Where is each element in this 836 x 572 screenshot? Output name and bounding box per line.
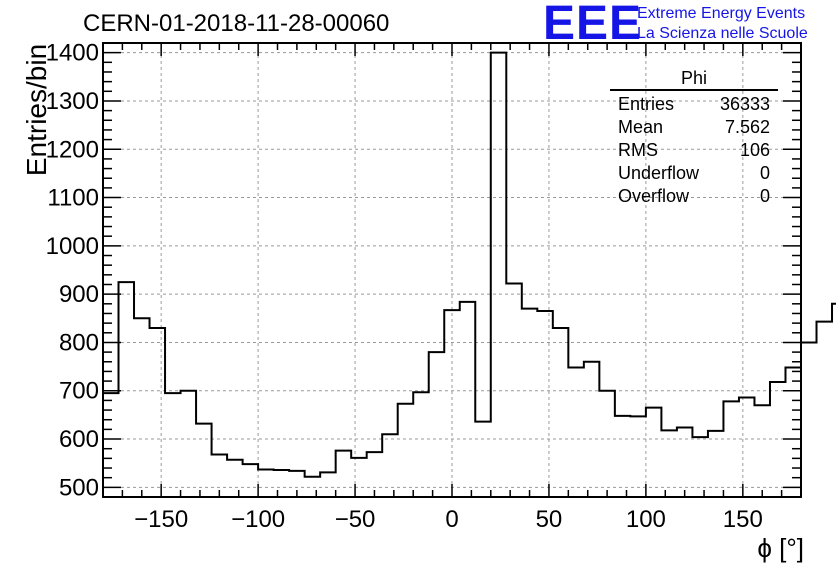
logo-line-1: Extreme Energy Events <box>637 5 806 22</box>
stats-value: 0 <box>759 163 770 183</box>
stats-row-mean: Mean 7.562 <box>610 116 778 139</box>
stats-row-overflow: Overflow 0 <box>610 185 778 208</box>
stats-label: Mean <box>618 117 664 137</box>
grid-lines <box>103 43 801 497</box>
stats-title: Phi <box>680 68 707 88</box>
y-axis-label: Entries/bin <box>21 43 52 177</box>
y-tick-label: 1300 <box>46 88 99 115</box>
x-tick-label: 50 <box>536 506 563 533</box>
stats-divider <box>610 89 778 91</box>
axes <box>102 42 802 498</box>
stats-value: 0 <box>759 186 770 206</box>
y-tick-label: 1100 <box>47 185 99 212</box>
x-tick-label: −150 <box>134 506 188 533</box>
histogram-series <box>102 51 836 497</box>
x-tick-label: 0 <box>445 506 458 533</box>
eee-logo: EEE <box>543 0 643 50</box>
x-tick-label: 150 <box>723 506 763 533</box>
x-tick-labels: −150 −100 −50 0 50 100 150 <box>134 506 763 533</box>
stats-label: RMS <box>618 140 658 160</box>
stats-label: Underflow <box>618 163 700 183</box>
stats-row-entries: Entries 36333 <box>610 93 778 116</box>
stats-label: Overflow <box>618 186 690 206</box>
y-tick-label: 600 <box>59 426 99 453</box>
y-tick-label: 1400 <box>46 40 99 67</box>
x-tick-label: 100 <box>626 506 666 533</box>
stats-box: Phi Entries 36333 Mean 7.562 RMS 106 Und… <box>610 68 778 208</box>
chart-title: CERN-01-2018-11-28-00060 <box>83 10 390 37</box>
x-tick-label: −50 <box>335 506 376 533</box>
y-tick-label: 1200 <box>46 136 99 163</box>
y-tick-label: 500 <box>59 474 99 501</box>
stats-value: 106 <box>739 140 770 160</box>
y-tick-label: 700 <box>59 378 99 405</box>
stats-row-rms: RMS 106 <box>610 139 778 162</box>
y-tick-label: 800 <box>59 329 99 356</box>
stats-value: 7.562 <box>724 117 770 137</box>
x-axis-label: ϕ [°] <box>757 533 804 563</box>
x-tick-label: −100 <box>231 506 285 533</box>
stats-label: Entries <box>618 94 675 114</box>
y-tick-label: 900 <box>59 281 99 308</box>
stats-value: 36333 <box>719 94 770 114</box>
stats-row-underflow: Underflow 0 <box>610 162 778 185</box>
y-tick-labels: 500 600 700 800 900 1000 1100 1200 1300 1400 <box>46 40 99 502</box>
logo-line-2: La Scienza nelle Scuole <box>637 25 808 42</box>
y-tick-label: 1000 <box>46 233 99 260</box>
